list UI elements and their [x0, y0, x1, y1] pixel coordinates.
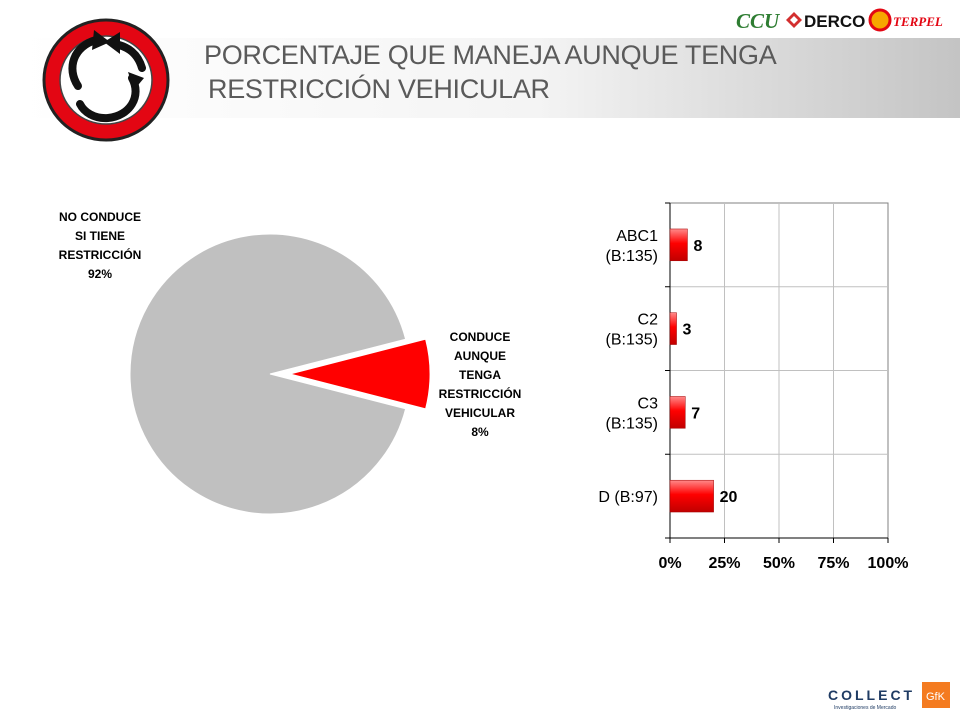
page-title: PORCENTAJE QUE MANEJA AUNQUE TENGA RESTR…: [204, 38, 844, 106]
category-label: D (B:97): [598, 489, 658, 506]
bar-value-label: 8: [693, 238, 702, 255]
bar: [669, 228, 688, 262]
page-title-line-2: RESTRICCIÓN VEHICULAR: [208, 74, 550, 104]
pie-label-line: RESTRICCIÓN: [438, 387, 522, 401]
terpel-sun-icon: [868, 8, 892, 32]
x-tick-label: 50%: [763, 555, 795, 572]
collect-subtitle: Investigaciones de Mercado: [834, 705, 896, 711]
pie-label-line: VEHICULAR: [444, 406, 515, 420]
bar: [669, 479, 714, 513]
pie-label-line: 8%: [471, 425, 489, 439]
circular-arrows-traffic-sign-icon: [42, 18, 170, 142]
x-tick-label: 0%: [658, 555, 681, 572]
bar: [669, 396, 686, 429]
pie-chart: [129, 233, 431, 515]
sponsor-logos: CCU DERCO TERPEL: [736, 8, 943, 33]
bar-value-label: 3: [683, 322, 692, 339]
x-tick-label: 25%: [708, 555, 740, 572]
pie-label-line: 92%: [87, 267, 113, 281]
gfk-badge: [922, 682, 950, 708]
pie-label-line: AUNQUE: [453, 349, 506, 363]
terpel-logo: TERPEL: [893, 14, 943, 29]
bar-value-label: 20: [720, 489, 738, 506]
collect-gfk-logo: COLLECT Investigaciones de Mercado GfK: [828, 682, 950, 711]
header-band: [20, 38, 960, 118]
bar: [669, 312, 677, 345]
pie-label-no-conduce: NO CONDUCE SI TIENE RESTRICCIÓN 92%: [44, 208, 156, 284]
pie-label-line: SI TIENE: [74, 229, 125, 243]
category-label: C3: [638, 395, 659, 412]
x-tick-label: 100%: [868, 555, 909, 572]
category-label: (B:135): [606, 248, 658, 265]
gfk-label: GfK: [926, 691, 946, 703]
pie-slice-conduce: [289, 338, 431, 410]
category-label: C2: [638, 312, 659, 329]
pie-label-line: CONDUCE: [449, 330, 511, 344]
bar-chart: 0% 25% 50% 75% 100% 8 ABC1 (B:135) 3 C2 (B:135) 7 C3…: [598, 202, 909, 572]
page-title-line-1: PORCENTAJE QUE MANEJA AUNQUE TENGA: [204, 40, 777, 70]
category-label: (B:135): [606, 332, 658, 349]
pie-label-conduce: CONDUCE AUNQUE TENGA RESTRICCIÓN VEHICUL…: [424, 328, 536, 442]
pie-label-line: RESTRICCIÓN: [58, 248, 142, 262]
bar-value-label: 7: [691, 405, 700, 422]
collect-brand: COLLECT: [828, 687, 915, 703]
pie-slice-no-conduce: [129, 233, 407, 515]
pie-label-line: NO CONDUCE: [58, 210, 141, 224]
ccu-logo: CCU: [736, 9, 781, 33]
x-tick-label: 75%: [817, 555, 849, 572]
category-label: ABC1: [616, 228, 658, 245]
category-label: (B:135): [606, 415, 658, 432]
derco-logo: DERCO: [804, 12, 865, 31]
pie-label-line: TENGA: [459, 368, 501, 382]
